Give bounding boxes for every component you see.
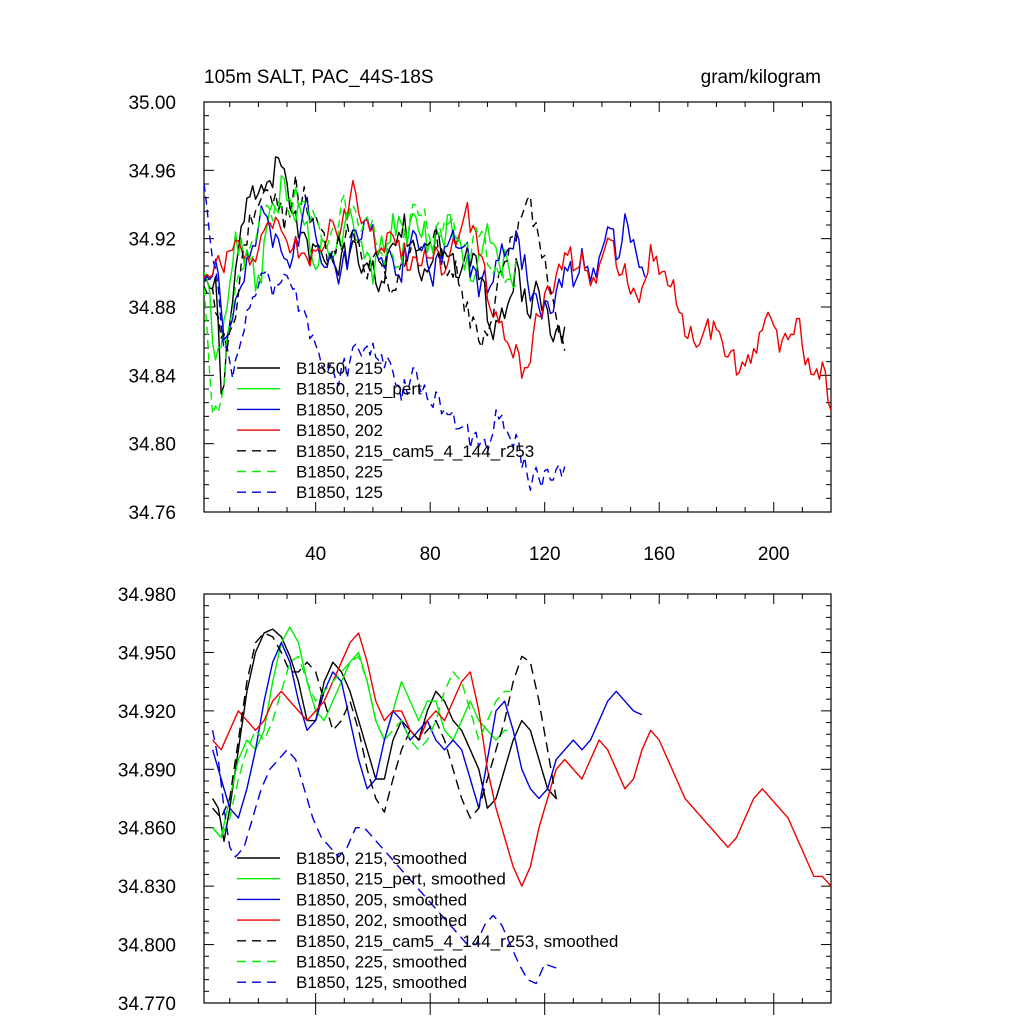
legend: B1850, 215, smoothed B1850, 215_pert, smo… xyxy=(237,849,618,992)
x-tick-label: 160 xyxy=(643,544,675,565)
series-line-b1850-202 xyxy=(204,179,831,411)
series-line-b1850-125-smoothed xyxy=(211,730,557,985)
y-tick-label: 34.800 xyxy=(118,936,176,957)
legend-label: B1850, 202, smoothed xyxy=(296,911,467,930)
y-tick-label: 34.950 xyxy=(118,643,176,664)
series-line-b1850-215-cam5-4-144-r253-smoothed xyxy=(212,632,559,819)
series-line-b1850-205 xyxy=(204,196,646,341)
series-group xyxy=(211,626,831,985)
legend-label: B1850, 125, smoothed xyxy=(296,973,467,992)
y-tick-label: 34.860 xyxy=(118,819,176,840)
y-tick-label: 34.80 xyxy=(128,435,176,456)
y-tick-label: 34.890 xyxy=(118,760,176,781)
y-tick-label: 34.920 xyxy=(118,702,176,723)
legend-label: B1850, 202 xyxy=(296,421,383,440)
series-line-b1850-125 xyxy=(204,183,566,491)
y-tick-label: 34.770 xyxy=(118,994,176,1015)
y-tick-label: 34.88 xyxy=(128,298,176,319)
chart-title: 105m SALT, PAC_44S-18S xyxy=(204,67,434,88)
legend-label: B1850, 125 xyxy=(296,483,383,502)
legend-label: B1850, 205 xyxy=(296,400,383,419)
y-tick-label: 34.92 xyxy=(128,230,176,251)
series-line-b1850-225 xyxy=(204,184,517,415)
y-tick-label: 34.96 xyxy=(128,161,176,182)
series-line-b1850-215-cam5-4-144-r253 xyxy=(204,174,566,352)
legend-label: B1850, 225, smoothed xyxy=(296,953,467,972)
x-tick-label: 120 xyxy=(529,544,561,565)
legend-label: B1850, 215_pert xyxy=(296,380,422,399)
x-tick-label: 200 xyxy=(758,544,790,565)
series-line-b1850-215-smoothed xyxy=(211,628,557,842)
legend-label: B1850, 205, smoothed xyxy=(296,890,467,909)
x-tick-label: 40 xyxy=(305,544,326,565)
series-group xyxy=(204,156,831,491)
bottom-panel-smoothed-salinity: 34.770 34.800 34.830 34.860 34.890 34.920 34.9… xyxy=(118,585,832,1015)
series-line-b1850-215-pert-smoothed xyxy=(212,626,508,839)
y-tick-label: 35.00 xyxy=(128,93,176,114)
y-tick-label: 34.76 xyxy=(128,503,176,524)
top-panel-raw-salinity: 40 80 120 160 200 34.76 34.80 34.84 34.88 34.92 34… xyxy=(128,67,832,565)
legend-label: B1850, 215_pert, smoothed xyxy=(296,870,506,889)
plot-frame xyxy=(203,593,832,1004)
y-tick-label: 34.980 xyxy=(118,585,176,606)
legend-label: B1850, 215, smoothed xyxy=(296,849,467,868)
x-tick-label: 80 xyxy=(420,544,441,565)
legend-label: B1850, 225 xyxy=(296,463,383,482)
y-tick-label: 34.830 xyxy=(118,877,176,898)
legend-label: B1850, 215 xyxy=(296,359,383,378)
series-line-b1850-225-smoothed xyxy=(212,655,511,839)
series-line-b1850-202-smoothed xyxy=(212,632,831,887)
legend-label: B1850, 215_cam5_4_144_r253, smoothed xyxy=(296,932,618,951)
legend-label: B1850, 215_cam5_4_144_r253 xyxy=(296,442,534,461)
units-label: gram/kilogram xyxy=(701,67,821,88)
series-line-b1850-215-pert xyxy=(204,174,517,361)
y-tick-label: 34.84 xyxy=(128,366,176,387)
